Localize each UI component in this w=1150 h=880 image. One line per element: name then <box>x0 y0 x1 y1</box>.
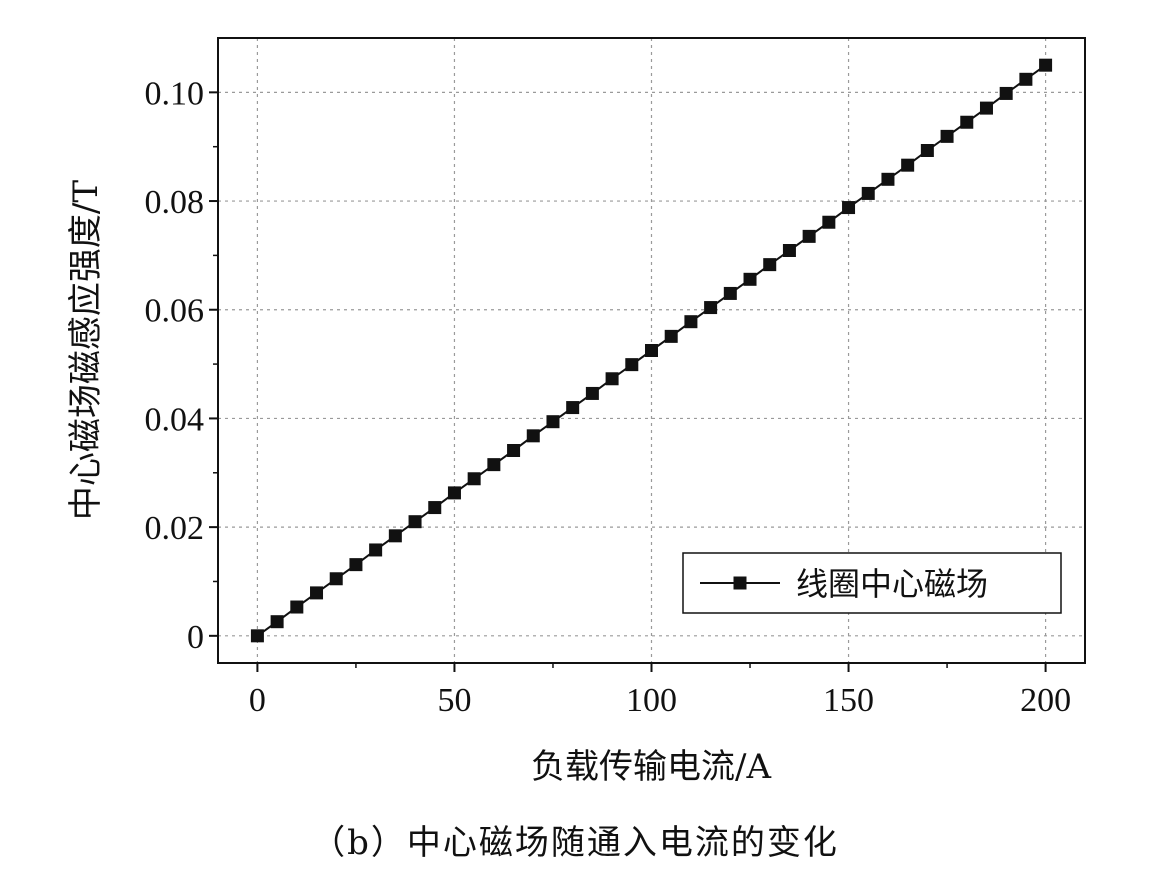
data-point <box>585 386 599 400</box>
data-point <box>723 286 737 300</box>
data-point <box>940 129 954 143</box>
data-point <box>467 472 481 486</box>
x-tick-label: 150 <box>823 682 874 719</box>
data-point <box>763 258 777 272</box>
data-point <box>369 543 383 557</box>
data-point <box>920 144 934 157</box>
data-point <box>960 115 974 129</box>
data-point <box>684 315 698 329</box>
data-point <box>861 186 875 200</box>
series-layer <box>250 58 1053 643</box>
data-point <box>250 629 264 643</box>
data-point <box>645 344 658 357</box>
data-point <box>625 358 639 372</box>
ticks: 0 50 100 150 200 0 0.02 0.04 0.06 0.08 0.10 <box>145 75 1072 719</box>
x-tick-label: 0 <box>249 682 266 719</box>
data-point <box>388 529 402 543</box>
data-point <box>329 572 343 586</box>
x-tick-label: 50 <box>437 682 471 719</box>
data-point <box>743 272 757 286</box>
data-point <box>881 172 895 186</box>
data-point <box>822 215 836 229</box>
x-tick-label: 100 <box>626 682 677 719</box>
data-point <box>290 600 304 614</box>
legend-label: 线圈中心磁场 <box>796 565 988 603</box>
legend-marker <box>733 576 747 590</box>
data-point <box>782 244 796 257</box>
data-point <box>270 615 284 629</box>
data-point <box>605 372 619 386</box>
data-point <box>546 415 560 429</box>
data-point <box>428 501 442 515</box>
data-point <box>447 486 461 500</box>
y-tick-label: 0.08 <box>145 184 205 221</box>
y-tick-label: 0.02 <box>145 510 205 547</box>
data-point <box>1019 72 1033 86</box>
data-point <box>526 429 540 443</box>
y-tick-label: 0.10 <box>145 75 205 112</box>
data-point <box>901 158 915 172</box>
x-tick-label: 200 <box>1020 682 1071 719</box>
data-point <box>842 201 856 215</box>
data-point <box>999 86 1013 100</box>
data-point <box>349 558 363 572</box>
y-tick-label: 0.04 <box>145 401 205 438</box>
y-tick-label: 0 <box>187 619 204 656</box>
legend: 线圈中心磁场 <box>682 552 1062 614</box>
data-point <box>979 101 993 115</box>
y-tick-label: 0.06 <box>145 293 205 330</box>
data-point <box>664 329 678 343</box>
data-point <box>487 458 501 472</box>
data-point <box>704 301 718 315</box>
x-axis-title: 负载传输电流/A <box>531 747 771 787</box>
data-point <box>310 586 324 600</box>
y-axis-title: 中心磁场磁感应强度/T <box>66 180 106 520</box>
data-point <box>408 515 422 529</box>
data-point <box>566 401 580 415</box>
figure-caption: （b）中心磁场随通入电流的变化 <box>311 823 839 863</box>
data-point <box>802 229 816 243</box>
data-point <box>507 444 521 457</box>
data-point <box>1039 58 1053 72</box>
